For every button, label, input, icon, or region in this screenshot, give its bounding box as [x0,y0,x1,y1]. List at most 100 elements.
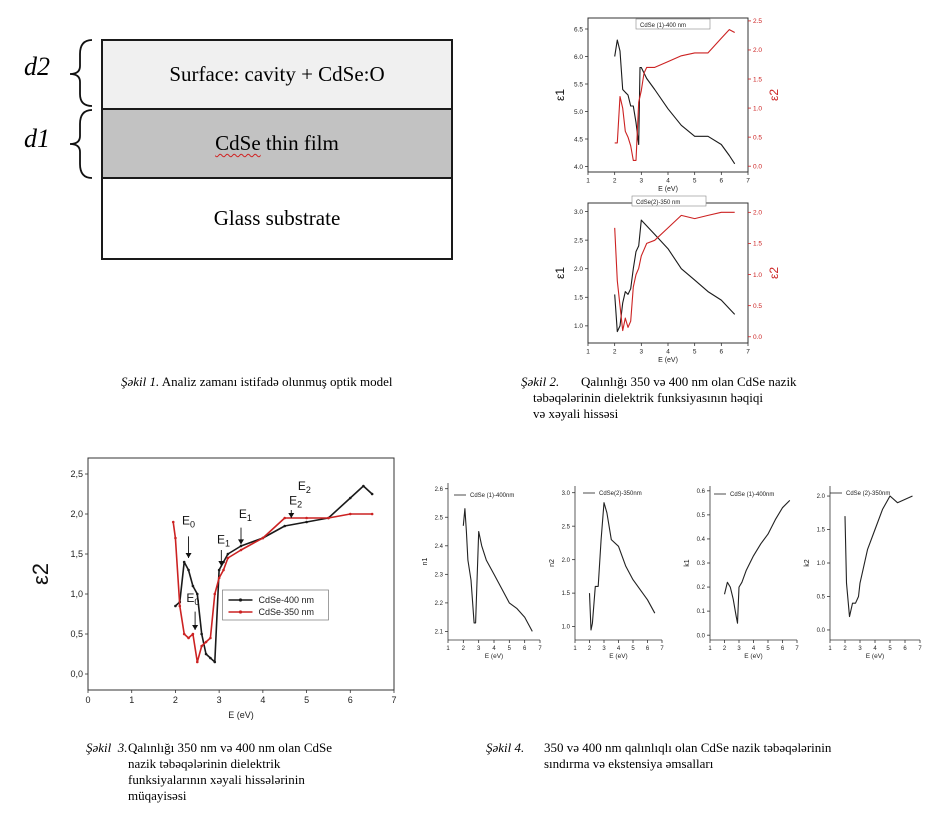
caption-line: və xəyali hissəsi [533,406,619,421]
caption-line: nazik təbəqələrinin dielektrik [128,756,281,771]
x-tick-label: 5 [631,646,635,652]
series-line-0 [723,500,791,624]
layer-cdse-film: CdSe thin film [101,108,453,179]
data-point-1 [283,516,287,520]
y-tick-label: 2,5 [70,469,83,479]
x-tick-label: 2 [462,646,466,652]
y-tick-label: 1.0 [817,561,826,567]
y-tick-label: 2.6 [435,487,444,493]
data-point-0 [348,496,352,500]
y-right-tick-label: 2.0 [753,47,762,54]
x-tick-label: 7 [538,646,542,652]
data-point-1 [327,516,330,520]
y-tick-label: 6.0 [574,54,583,61]
figure4-n1-chart: 1 2 3 4 5 6 7 E (eV) 2.1 2.2 2.3 2.4 2.5 2.6 n1 CdSe (1… [422,483,542,660]
x-tick-label: 5 [304,695,309,705]
legend-box [631,195,707,207]
brace-d2 [69,39,93,107]
y-tick-label: 2.2 [435,601,444,607]
annotation-label: E2 [289,493,302,509]
x-tick-label: 4 [260,695,265,705]
y-tick-label: 2.0 [817,494,826,500]
x-tick-label: 4 [873,646,877,652]
y-tick-label: 2.4 [435,544,444,550]
y-axis-label: n1 [422,558,429,566]
legend-label: CdSe (1)-400nm [470,493,514,499]
legend-box [635,18,711,30]
y-right-tick-label: 0.0 [753,163,762,170]
annotation-subscript: 1 [225,539,230,549]
y-tick-label: 6.5 [574,26,583,33]
data-point-0 [362,484,365,488]
x-tick-label: 7 [391,695,396,705]
y-axis-label: n2 [549,559,556,567]
series-line-0 [844,495,913,618]
annotation-arrowhead [218,561,225,566]
y-right-tick-label: 1.5 [753,241,762,248]
data-point-0 [370,492,374,496]
y-tick-label: 2.1 [435,630,444,636]
series-line-1 [614,29,735,161]
x-tick-label: 4 [492,646,496,652]
figure4-n2-chart: 1 2 3 4 5 6 7 E (eV) 1.0 1.5 2.0 2.5 3.0 n2 CdSe(2)-35… [549,486,664,660]
caption-label: Şəkil 4. [486,740,525,755]
x-tick-label: 3 [477,646,481,652]
x-axis-label: E (eV) [485,653,503,660]
annotation-letter: E [239,507,247,521]
figure4-k2-chart: 1 2 3 4 5 6 7 E (eV) 0.0 0.5 1.0 1.5 2.0 k2 CdSe (2)-3… [804,486,922,660]
x-tick-label: 1 [828,646,832,652]
data-point-1 [182,632,186,636]
x-tick-label: 3 [640,349,644,356]
figure2-bottom-chart: 1 2 3 4 5 6 7 E (eV) 1.0 1.5 2.0 2.5 3.0 0.0 0.5 1.0 1.5… [553,195,781,364]
data-point-0 [204,652,208,656]
y-tick-label: 2,0 [70,509,83,519]
legend-label: CdSe(2)-350nm [599,491,642,497]
x-tick-label: 1 [129,695,134,705]
data-point-1 [226,556,230,560]
x-tick-label: 5 [766,646,770,652]
y-tick-label: 1,5 [70,549,83,559]
y-tick-label: 0.5 [817,595,826,601]
series-line-0 [614,39,736,165]
x-tick-label: 7 [746,178,750,185]
x-tick-label: 2 [723,646,727,652]
annotation-letter: E [289,493,297,507]
figure4-caption: Şəkil 4. 350 və 400 nm qalınlıqlı olan C… [486,740,926,772]
y-tick-label: 4.5 [574,136,583,143]
annotation-arrowhead [192,625,199,630]
x-axis-label: E (eV) [658,357,678,364]
x-axis-label: E (eV) [228,710,254,720]
d2-label: d2 [24,52,50,81]
series-line-0 [614,219,736,333]
y-axis-label-right: ε2 [767,267,781,279]
data-point-1 [209,636,212,640]
x-tick-label: 7 [660,646,664,652]
y-tick-label: 2.3 [435,572,444,578]
x-tick-label: 5 [693,178,697,185]
x-tick-label: 1 [708,646,712,652]
y-tick-label: 0,5 [70,629,83,639]
caption-label: Şəkil 2. [521,374,560,389]
figure1-model: d2 d1 Surface: cavity + CdSe:O CdSe thin… [0,0,470,270]
y-right-tick-label: 2.0 [753,210,762,217]
data-point-0 [239,544,243,548]
annotation-subscript: 2 [306,485,311,495]
annotation-subscript: 1 [247,513,252,523]
x-tick-label: 6 [781,646,785,652]
y-tick-label: 1.5 [817,528,826,534]
d1-label: d1 [24,124,50,153]
y-tick-label: 0,0 [70,669,83,679]
y-tick-label: 0.6 [697,489,706,495]
x-tick-label: 1 [446,646,450,652]
data-point-1 [213,592,217,596]
x-tick-label: 6 [720,349,724,356]
legend-label: CdSe-400 nm [258,595,314,605]
x-tick-label: 2 [613,178,617,185]
y-axis-label-left: ε1 [553,89,567,101]
data-point-0 [305,520,308,524]
y-tick-label: 2.5 [574,237,583,244]
x-tick-label: 3 [640,178,644,185]
thickness-braces [69,39,93,179]
annotation-letter: E [217,533,225,547]
y-right-tick-label: 0.5 [753,303,762,310]
